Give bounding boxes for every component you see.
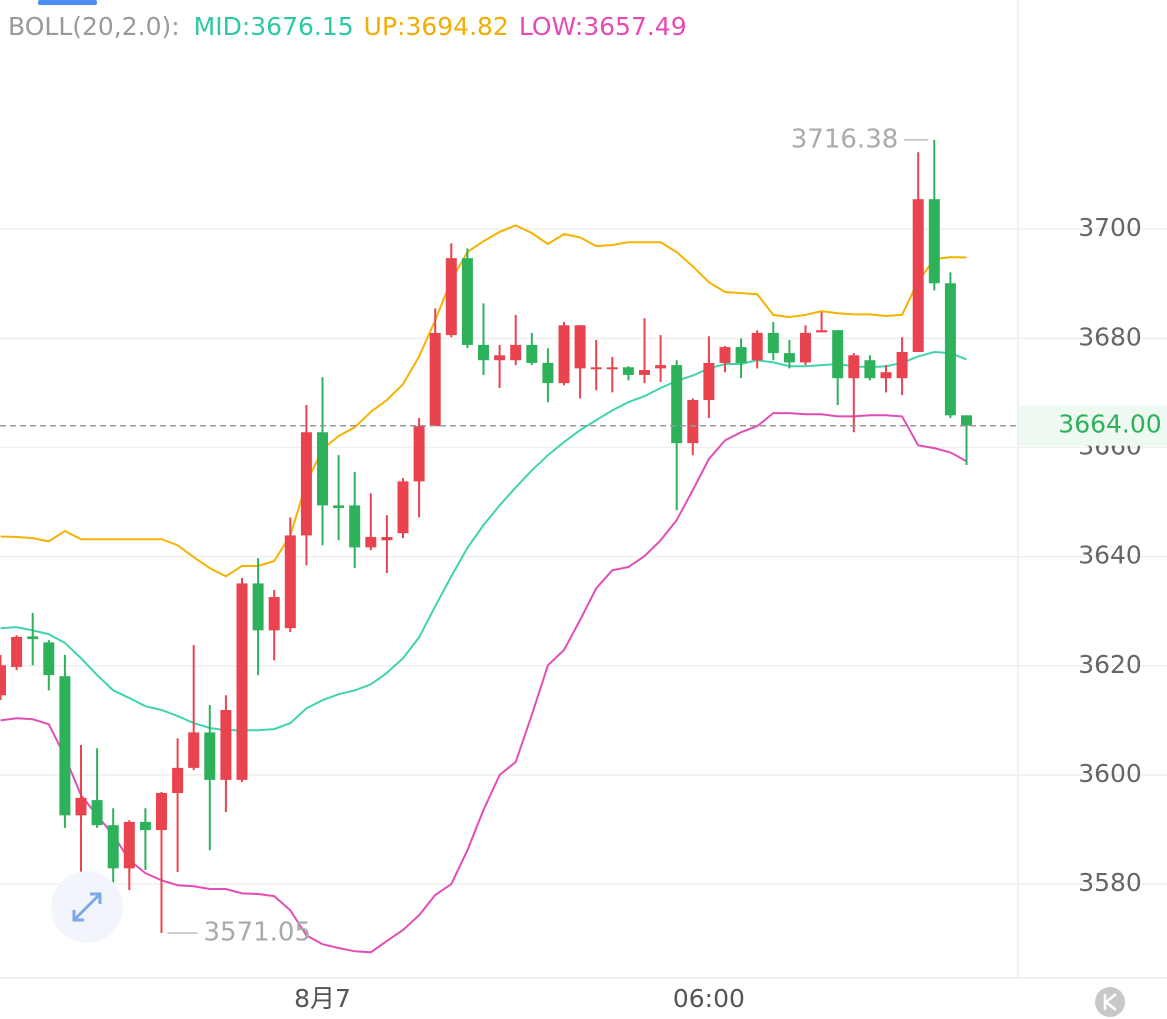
candle-body (123, 821, 135, 869)
max-label: 3716.38 (791, 124, 899, 154)
candle-body (800, 332, 811, 363)
x-tick-label: 8月7 (294, 984, 351, 1013)
candle-body (751, 332, 763, 361)
candle-body (767, 332, 779, 354)
candle-body (333, 505, 345, 509)
last-price-label: 3664.00 (1058, 410, 1161, 439)
candle-body (928, 199, 940, 284)
candle-body (317, 432, 328, 506)
y-tick-label: 3600 (1078, 759, 1142, 788)
candle-body (816, 330, 828, 333)
candle-body (719, 347, 731, 363)
y-tick-label: 3620 (1078, 650, 1142, 679)
candle-body (461, 258, 473, 345)
indicator-label: LOW:3657.49 (519, 12, 687, 41)
candle-body (365, 537, 377, 548)
candle-body (172, 767, 184, 793)
indicator-title: BOLL(20,2.0): (8, 12, 180, 41)
candle-body (622, 367, 634, 375)
candle-body (429, 332, 441, 427)
y-tick-label: 3580 (1078, 868, 1142, 897)
candle-body (284, 535, 296, 629)
candle-body (542, 362, 554, 384)
indicator-label: UP:3694.82 (364, 12, 509, 41)
candle-body (687, 400, 699, 444)
candle-body (397, 481, 409, 534)
candle-body (107, 825, 119, 869)
candles (0, 139, 972, 933)
candle-body (703, 362, 715, 401)
candle-body (494, 355, 506, 361)
band-line (0, 350, 967, 732)
indicator-header: BOLL(20,2.0): MID:3676.15 UP:3694.82 LOW:3… (8, 12, 687, 41)
expand-button[interactable] (51, 871, 123, 943)
y-tick-label: 3700 (1078, 213, 1142, 242)
candle-body (252, 583, 264, 631)
candle-body (91, 800, 103, 826)
min-label: 3571.05 (204, 917, 312, 947)
candle-body (735, 347, 747, 363)
candle-body (606, 367, 618, 370)
candle-body (944, 283, 956, 416)
candle-body (880, 372, 892, 379)
candle-body (156, 792, 167, 831)
candle-body (188, 732, 200, 768)
candle-body (59, 676, 71, 816)
candle-body (510, 344, 522, 361)
candle-body (912, 199, 924, 353)
candle-body (864, 360, 876, 379)
candle-body (75, 797, 87, 816)
x-tick-label: 06:00 (673, 984, 745, 1013)
band-line (0, 224, 967, 578)
candle-body (655, 365, 667, 369)
candle-body (43, 642, 55, 676)
candle-body (381, 537, 393, 541)
candle-body (27, 636, 39, 640)
candle-body (139, 821, 151, 831)
candle-body (349, 505, 361, 548)
candle-body (268, 597, 280, 631)
candle-body (445, 258, 457, 336)
candle-body (832, 330, 844, 379)
candle-body (478, 344, 489, 361)
candle-body (783, 353, 795, 363)
candle-body (848, 355, 860, 379)
band-line (0, 412, 967, 954)
candle-body (300, 432, 312, 536)
candle-body (526, 344, 538, 363)
candle-body (220, 710, 232, 780)
y-tick-label: 3640 (1078, 541, 1142, 570)
candle-body (558, 325, 570, 384)
candle-body (236, 583, 248, 780)
tab-indicator (38, 0, 97, 5)
candle-body (413, 426, 425, 482)
candle-body (896, 352, 908, 379)
last-price-box (1019, 405, 1167, 446)
candle-body (574, 325, 586, 369)
candle-body (961, 415, 972, 426)
indicator-label: MID:3676.15 (194, 12, 354, 41)
y-tick-label: 3680 (1078, 322, 1142, 351)
candle-body (204, 732, 216, 780)
candle-body (590, 367, 602, 370)
candle-body (671, 365, 683, 444)
candle-body (11, 636, 23, 667)
candle-body (639, 370, 650, 375)
kline-button[interactable] (1095, 987, 1125, 1017)
candle-body (0, 665, 6, 696)
